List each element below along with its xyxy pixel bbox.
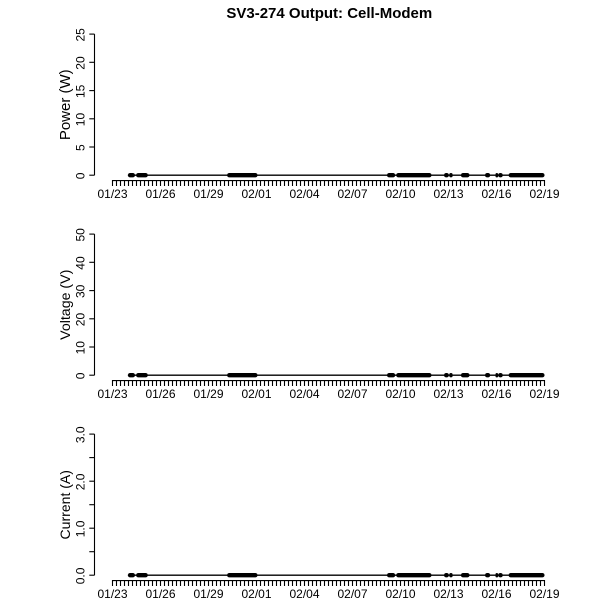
svg-text:02/01: 02/01	[241, 587, 271, 600]
svg-text:Power (W): Power (W)	[57, 69, 74, 140]
svg-text:02/01: 02/01	[241, 187, 271, 201]
svg-text:01/29: 01/29	[193, 187, 223, 201]
svg-text:01/23: 01/23	[97, 387, 127, 401]
svg-text:30: 30	[73, 284, 87, 298]
svg-text:25: 25	[73, 28, 87, 42]
svg-text:01/26: 01/26	[145, 387, 175, 401]
svg-text:02/16: 02/16	[481, 387, 511, 401]
svg-text:01/26: 01/26	[145, 187, 175, 201]
svg-text:02/01: 02/01	[241, 387, 271, 401]
svg-text:02/13: 02/13	[433, 587, 463, 600]
svg-text:40: 40	[73, 256, 87, 270]
svg-text:1.0: 1.0	[73, 520, 87, 537]
svg-text:02/04: 02/04	[289, 587, 319, 600]
svg-text:02/10: 02/10	[385, 387, 415, 401]
svg-text:02/13: 02/13	[433, 187, 463, 201]
svg-text:02/19: 02/19	[529, 187, 559, 201]
svg-text:01/23: 01/23	[97, 187, 127, 201]
svg-text:01/29: 01/29	[193, 587, 223, 600]
svg-text:2.0: 2.0	[73, 473, 87, 490]
svg-text:01/26: 01/26	[145, 587, 175, 600]
svg-text:02/19: 02/19	[529, 587, 559, 600]
svg-text:Voltage (V): Voltage (V)	[58, 270, 74, 340]
svg-text:Current (A): Current (A)	[57, 470, 73, 539]
svg-text:0: 0	[73, 372, 87, 379]
svg-text:01/23: 01/23	[97, 587, 127, 600]
svg-text:5: 5	[73, 144, 87, 151]
svg-text:3.0: 3.0	[73, 426, 87, 443]
svg-text:02/07: 02/07	[337, 187, 367, 201]
svg-text:SV3-274 Output: Cell-Modem: SV3-274 Output: Cell-Modem	[226, 5, 432, 22]
svg-text:20: 20	[73, 313, 87, 327]
svg-text:50: 50	[73, 228, 87, 242]
svg-text:02/07: 02/07	[337, 587, 367, 600]
svg-text:02/13: 02/13	[433, 387, 463, 401]
svg-text:02/07: 02/07	[337, 387, 367, 401]
svg-text:15: 15	[73, 84, 87, 98]
svg-text:02/10: 02/10	[385, 587, 415, 600]
svg-text:10: 10	[73, 113, 87, 127]
svg-text:02/16: 02/16	[481, 587, 511, 600]
svg-text:02/19: 02/19	[529, 387, 559, 401]
svg-text:02/10: 02/10	[385, 187, 415, 201]
svg-text:01/29: 01/29	[193, 387, 223, 401]
svg-text:02/16: 02/16	[481, 187, 511, 201]
svg-text:02/04: 02/04	[289, 187, 319, 201]
svg-text:02/04: 02/04	[289, 387, 319, 401]
svg-text:0.0: 0.0	[73, 567, 87, 584]
svg-text:10: 10	[73, 341, 87, 355]
svg-text:20: 20	[73, 56, 87, 70]
svg-text:0: 0	[73, 172, 87, 179]
